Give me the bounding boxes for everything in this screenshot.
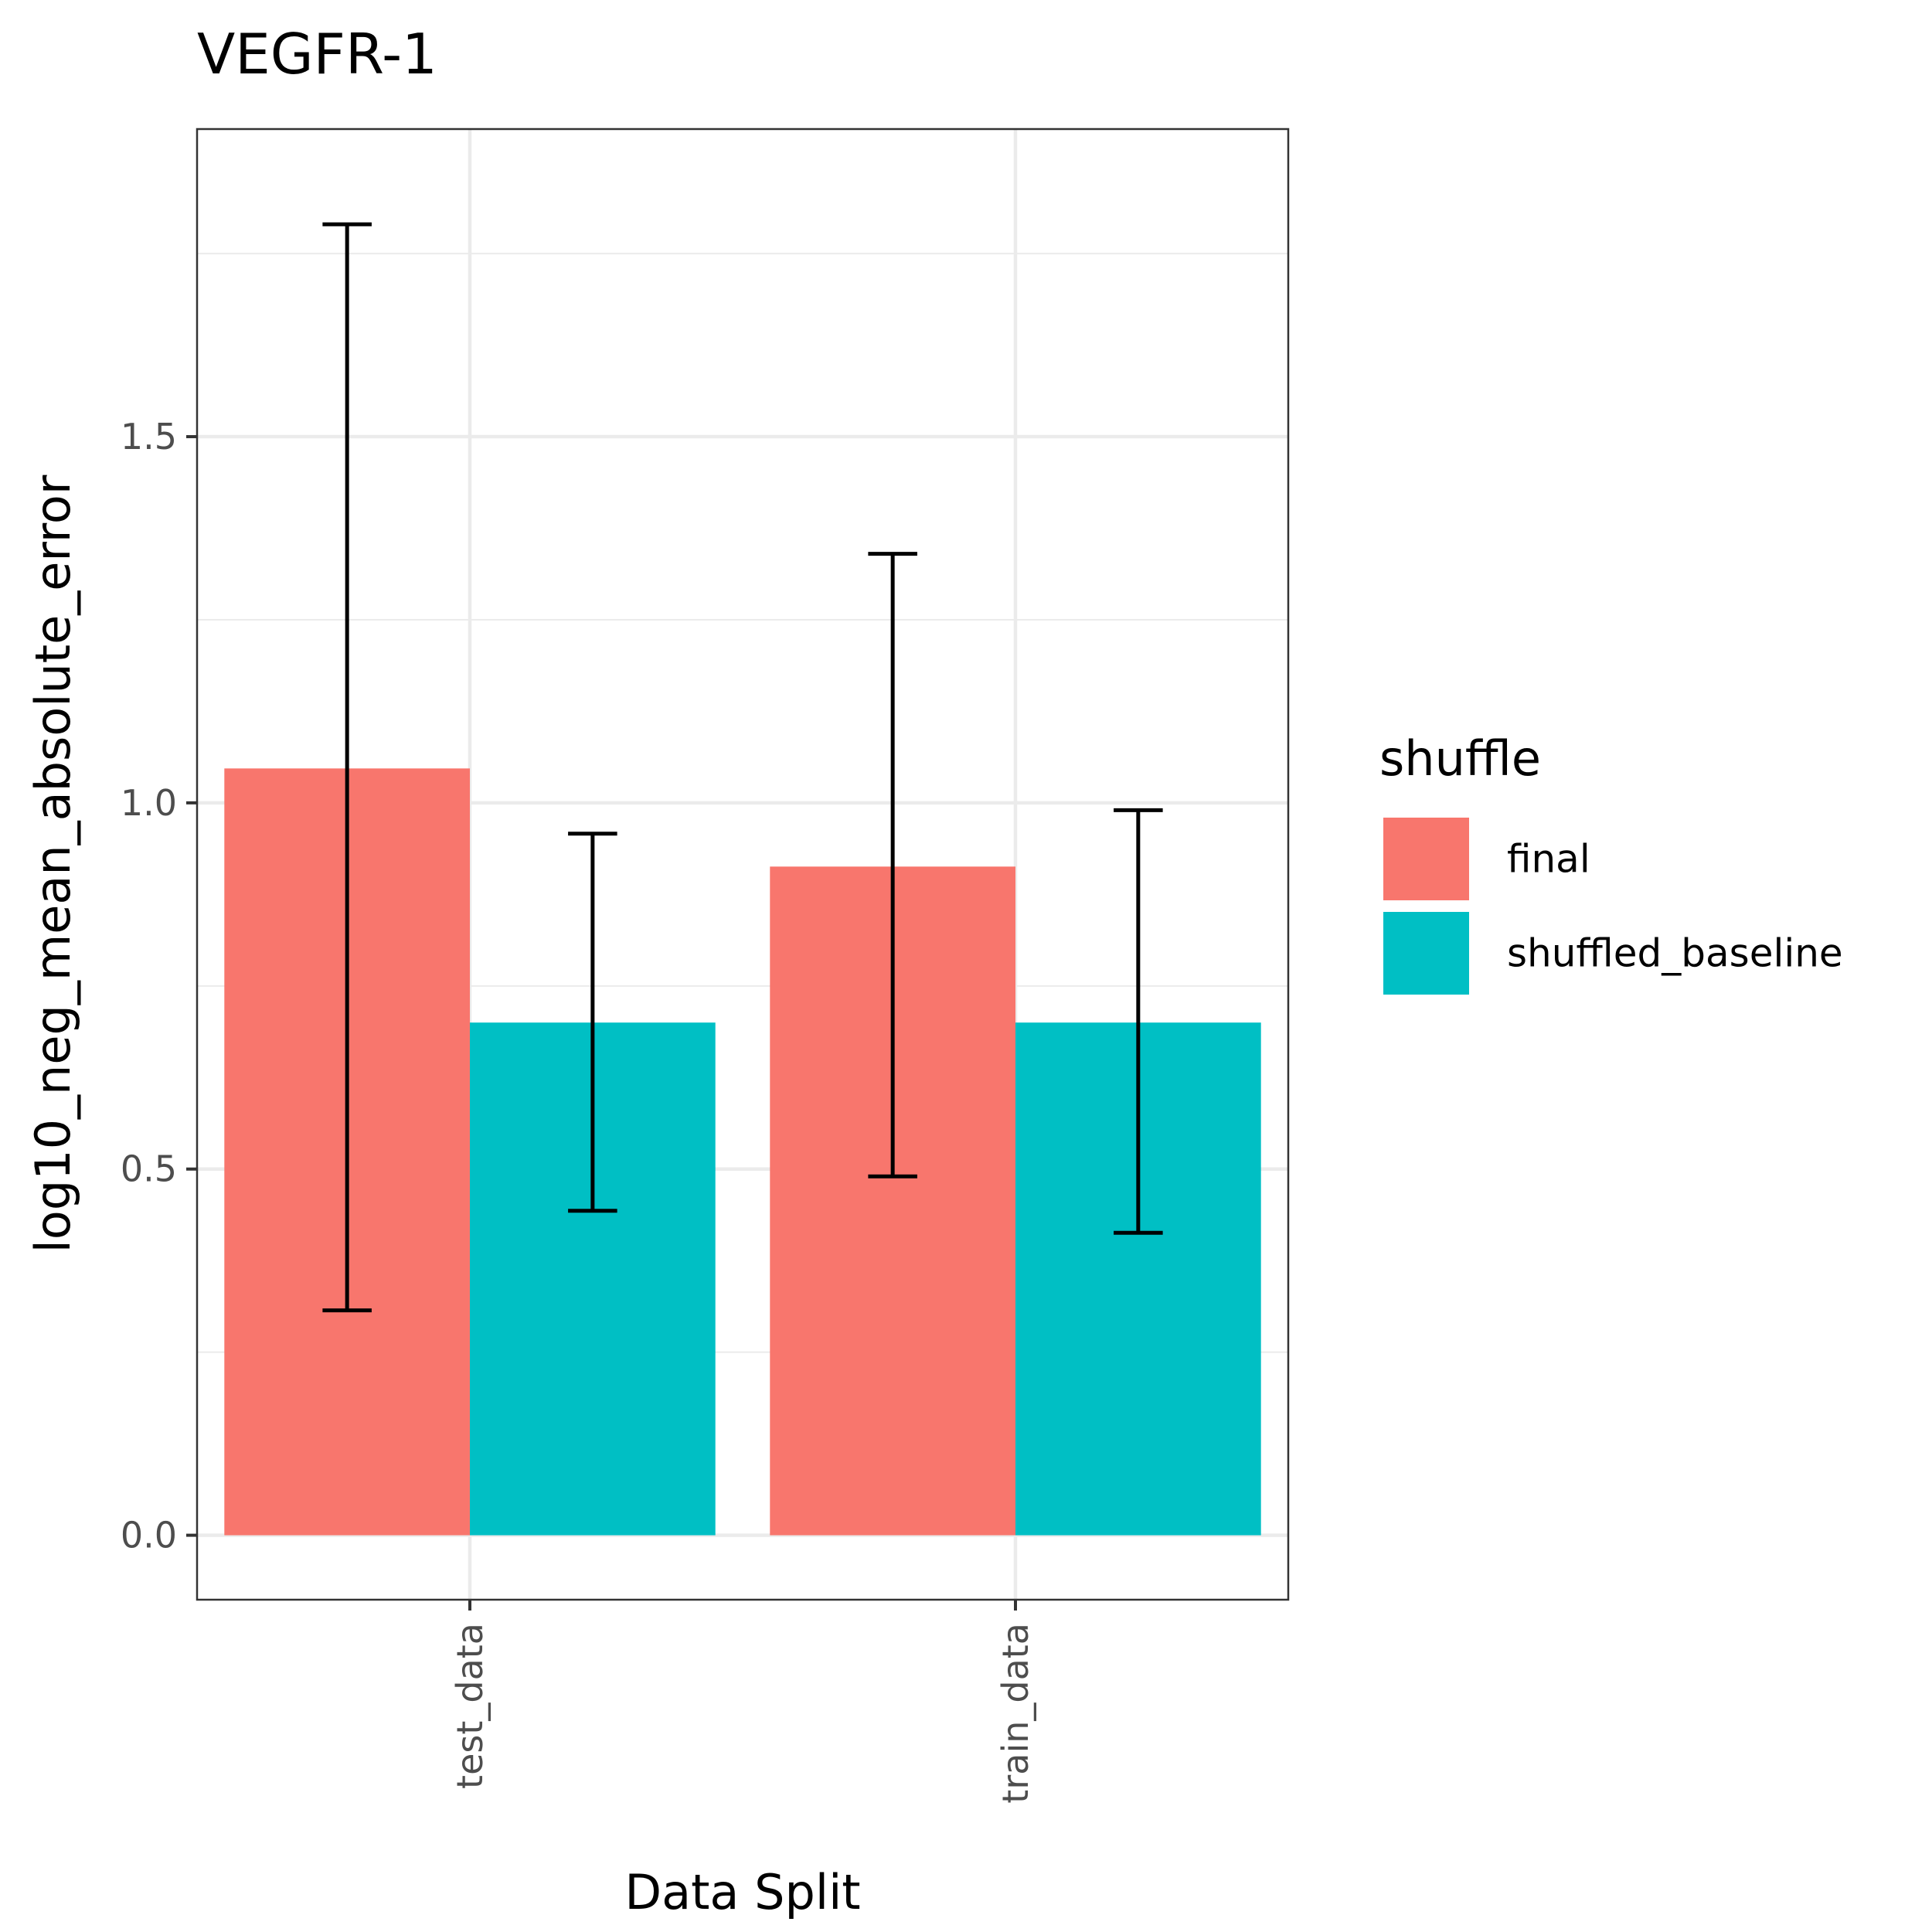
legend: shuffle final shuffled_baseline (1379, 730, 1843, 995)
y-axis-ticks: 0.0 0.5 1.0 1.5 (121, 416, 197, 1556)
legend-key-final (1383, 818, 1469, 900)
legend-title: shuffle (1379, 730, 1541, 787)
legend-label-shuffled_baseline: shuffled_baseline (1507, 931, 1843, 976)
y-tick-label: 1.5 (121, 416, 177, 457)
chart-title: VEGFR-1 (197, 22, 437, 87)
x-axis-title: Data Split (624, 1864, 860, 1920)
plot-border (196, 128, 1290, 1601)
y-tick-label: 0.0 (121, 1515, 177, 1556)
x-tick-label: test_data (449, 1623, 491, 1789)
x-tick-label: train_data (995, 1623, 1036, 1804)
y-axis-title: log10_neg_mean_absolute_error (25, 474, 81, 1253)
legend-label-final: final (1507, 837, 1590, 882)
error-bars (322, 222, 1163, 1313)
x-axis-ticks: test_data train_data (449, 1600, 1036, 1804)
legend-key-shuffled_baseline (1383, 912, 1469, 995)
y-tick-label: 0.5 (121, 1148, 177, 1190)
y-tick-label: 1.0 (121, 782, 177, 824)
